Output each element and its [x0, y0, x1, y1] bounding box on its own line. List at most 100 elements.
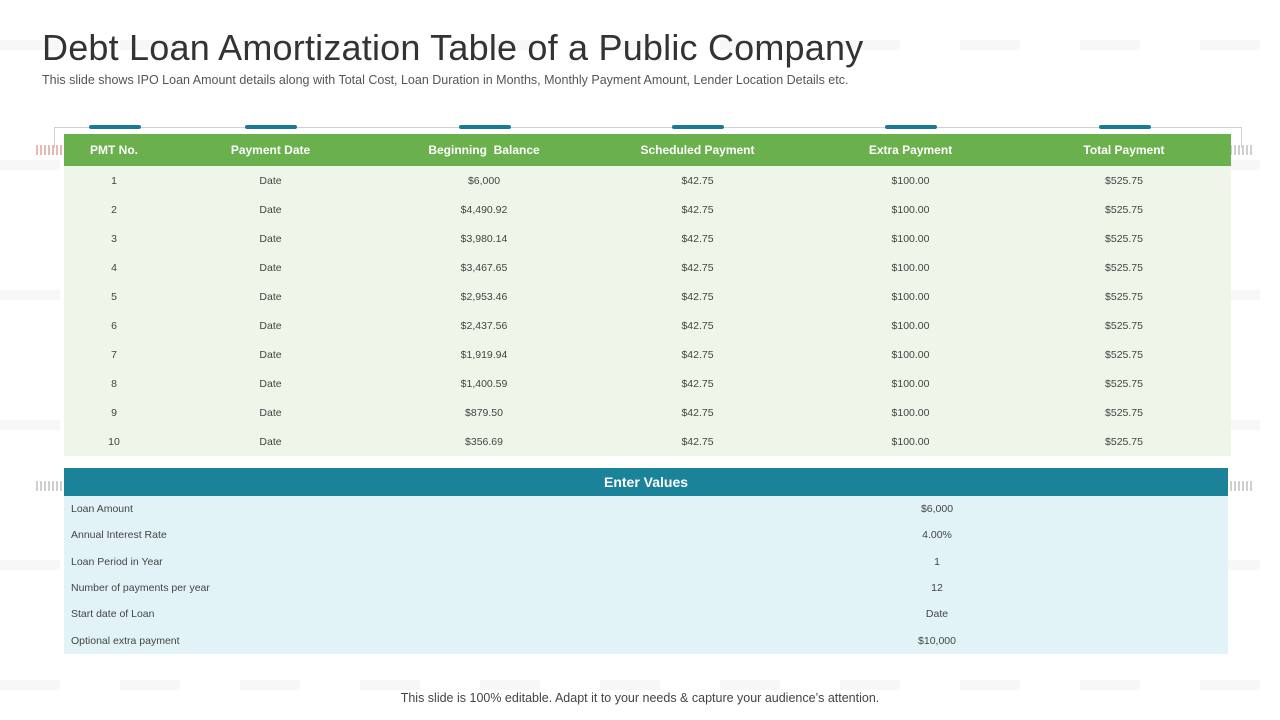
cell-pmt-no: 2	[64, 195, 164, 224]
cell-scheduled-payment: $42.75	[591, 398, 804, 427]
cell-pmt-no: 10	[64, 427, 164, 456]
column-marker	[885, 125, 937, 129]
value-amount: $10,000	[646, 627, 1229, 654]
value-label: Number of payments per year	[64, 574, 646, 602]
side-decoration	[1226, 481, 1252, 491]
list-item: Start date of Loan Date	[64, 601, 1229, 628]
cell-beginning-balance: $1,919.94	[377, 340, 591, 369]
cell-payment-date: Date	[164, 340, 377, 369]
header-pmt-no: PMT No.	[64, 134, 164, 166]
cell-payment-date: Date	[164, 282, 377, 311]
side-decoration	[36, 145, 62, 155]
side-decoration	[1226, 145, 1252, 155]
cell-scheduled-payment: $42.75	[591, 311, 804, 340]
cell-pmt-no: 7	[64, 340, 164, 369]
cell-payment-date: Date	[164, 195, 377, 224]
header-total-payment: Total Payment	[1017, 134, 1231, 166]
slide-footer: This slide is 100% editable. Adapt it to…	[400, 691, 880, 705]
value-amount: Date	[646, 601, 1229, 628]
cell-extra-payment: $100.00	[804, 195, 1017, 224]
cell-scheduled-payment: $42.75	[591, 282, 804, 311]
cell-extra-payment: $100.00	[804, 224, 1017, 253]
value-label: Annual Interest Rate	[64, 522, 646, 549]
table-row: 3 Date $3,980.14 $42.75 $100.00 $525.75	[64, 224, 1231, 253]
cell-total-payment: $525.75	[1017, 253, 1231, 282]
cell-total-payment: $525.75	[1017, 369, 1231, 398]
cell-pmt-no: 3	[64, 224, 164, 253]
cell-scheduled-payment: $42.75	[591, 195, 804, 224]
cell-payment-date: Date	[164, 398, 377, 427]
table-row: 8 Date $1,400.59 $42.75 $100.00 $525.75	[64, 369, 1231, 398]
column-marker	[89, 125, 141, 129]
cell-beginning-balance: $1,400.59	[377, 369, 591, 398]
cell-total-payment: $525.75	[1017, 195, 1231, 224]
cell-total-payment: $525.75	[1017, 311, 1231, 340]
cell-payment-date: Date	[164, 224, 377, 253]
cell-pmt-no: 8	[64, 369, 164, 398]
cell-scheduled-payment: $42.75	[591, 427, 804, 456]
table-row: 7 Date $1,919.94 $42.75 $100.00 $525.75	[64, 340, 1231, 369]
cell-scheduled-payment: $42.75	[591, 369, 804, 398]
table-row: 4 Date $3,467.65 $42.75 $100.00 $525.75	[64, 253, 1231, 282]
cell-extra-payment: $100.00	[804, 369, 1017, 398]
header-scheduled-payment: Scheduled Payment	[591, 134, 804, 166]
table-row: 9 Date $879.50 $42.75 $100.00 $525.75	[64, 398, 1231, 427]
cell-pmt-no: 9	[64, 398, 164, 427]
cell-beginning-balance: $4,490.92	[377, 195, 591, 224]
table-row: 1 Date $6,000 $42.75 $100.00 $525.75	[64, 166, 1231, 195]
amortization-table: PMT No. Payment Date Beginning Balance S…	[64, 134, 1231, 456]
cell-payment-date: Date	[164, 427, 377, 456]
value-label: Start date of Loan	[64, 601, 646, 628]
value-amount: 4.00%	[646, 522, 1229, 549]
cell-pmt-no: 1	[64, 166, 164, 195]
header-beginning-balance: Beginning Balance	[377, 134, 591, 166]
cell-extra-payment: $100.00	[804, 340, 1017, 369]
table-frame	[54, 127, 1242, 148]
table-row: 10 Date $356.69 $42.75 $100.00 $525.75	[64, 427, 1231, 456]
background-stripe	[0, 40, 1280, 50]
cell-pmt-no: 5	[64, 282, 164, 311]
cell-scheduled-payment: $42.75	[591, 340, 804, 369]
cell-payment-date: Date	[164, 311, 377, 340]
table-header-row: PMT No. Payment Date Beginning Balance S…	[64, 134, 1231, 166]
table-row: 6 Date $2,437.56 $42.75 $100.00 $525.75	[64, 311, 1231, 340]
column-marker	[1099, 125, 1151, 129]
list-item: Loan Amount $6,000	[64, 496, 1229, 523]
table-row: 5 Date $2,953.46 $42.75 $100.00 $525.75	[64, 282, 1231, 311]
column-marker	[459, 125, 511, 129]
cell-total-payment: $525.75	[1017, 427, 1231, 456]
slide-title: Debt Loan Amortization Table of a Public…	[42, 27, 864, 68]
cell-extra-payment: $100.00	[804, 282, 1017, 311]
cell-scheduled-payment: $42.75	[591, 166, 804, 195]
list-item: Number of payments per year 12	[64, 574, 1229, 602]
header-extra-payment: Extra Payment	[804, 134, 1017, 166]
cell-beginning-balance: $356.69	[377, 427, 591, 456]
cell-extra-payment: $100.00	[804, 427, 1017, 456]
slide-subtitle: This slide shows IPO Loan Amount details…	[42, 73, 849, 87]
list-item: Optional extra payment $10,000	[64, 627, 1229, 654]
cell-extra-payment: $100.00	[804, 398, 1017, 427]
cell-total-payment: $525.75	[1017, 282, 1231, 311]
value-label: Optional extra payment	[64, 627, 646, 654]
cell-beginning-balance: $3,467.65	[377, 253, 591, 282]
cell-beginning-balance: $3,980.14	[377, 224, 591, 253]
enter-values-header-row: Enter Values	[64, 468, 1229, 496]
cell-scheduled-payment: $42.75	[591, 253, 804, 282]
cell-scheduled-payment: $42.75	[591, 224, 804, 253]
cell-beginning-balance: $2,953.46	[377, 282, 591, 311]
list-item: Annual Interest Rate 4.00%	[64, 522, 1229, 549]
header-payment-date: Payment Date	[164, 134, 377, 166]
side-decoration	[36, 481, 62, 491]
cell-pmt-no: 4	[64, 253, 164, 282]
cell-payment-date: Date	[164, 253, 377, 282]
column-marker	[672, 125, 724, 129]
table-row: 2 Date $4,490.92 $42.75 $100.00 $525.75	[64, 195, 1231, 224]
value-amount: $6,000	[646, 496, 1229, 523]
background-stripe	[0, 680, 1280, 690]
column-marker	[245, 125, 297, 129]
cell-beginning-balance: $2,437.56	[377, 311, 591, 340]
cell-extra-payment: $100.00	[804, 166, 1017, 195]
cell-extra-payment: $100.00	[804, 311, 1017, 340]
cell-total-payment: $525.75	[1017, 166, 1231, 195]
cell-payment-date: Date	[164, 166, 377, 195]
